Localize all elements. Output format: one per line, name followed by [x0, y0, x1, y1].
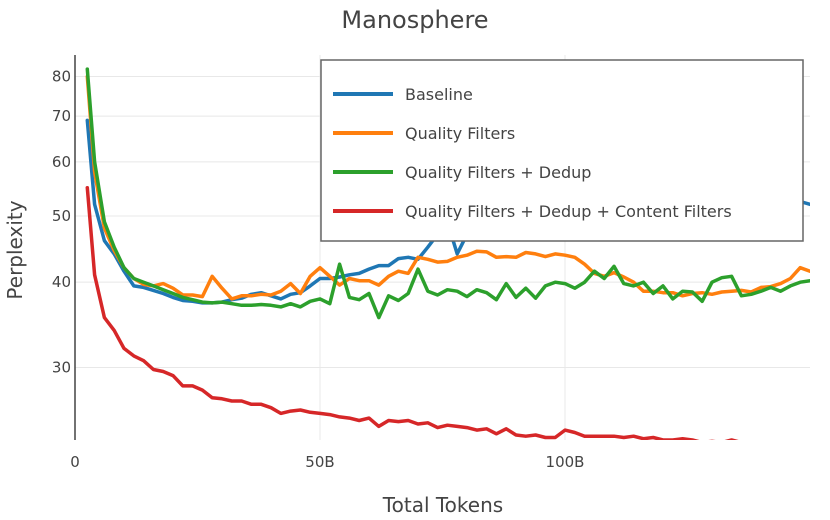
legend-label-3: Quality Filters + Dedup — [405, 163, 591, 182]
y-tick-label: 40 — [52, 273, 71, 291]
y-tick-label: 50 — [52, 207, 71, 225]
y-tick-label: 60 — [52, 153, 71, 171]
legend-box — [320, 59, 804, 242]
series-line-3 — [85, 67, 810, 320]
x-tick-label: 50B — [305, 453, 334, 471]
x-tick-label: 100B — [546, 453, 585, 471]
x-axis-title: Total Tokens — [382, 493, 503, 517]
legend-label-1: Baseline — [405, 85, 473, 104]
legend-label-2: Quality Filters — [405, 124, 515, 143]
series-line-4 — [85, 185, 739, 440]
y-axis-title: Perplexity — [3, 200, 27, 299]
chart-title: Manosphere — [341, 6, 488, 34]
y-tick-label: 30 — [52, 359, 71, 377]
x-tick-label: 0 — [70, 453, 80, 471]
y-tick-label: 70 — [52, 107, 71, 125]
legend: Baseline Quality Filters Quality Filters +… — [320, 59, 804, 242]
legend-label-4: Quality Filters + Dedup + Content Filter… — [405, 202, 732, 221]
tick-labels: 30 40 50 60 70 80 0 50B 100B — [52, 67, 585, 471]
y-tick-label: 80 — [52, 67, 71, 85]
series-line-2 — [85, 74, 810, 301]
